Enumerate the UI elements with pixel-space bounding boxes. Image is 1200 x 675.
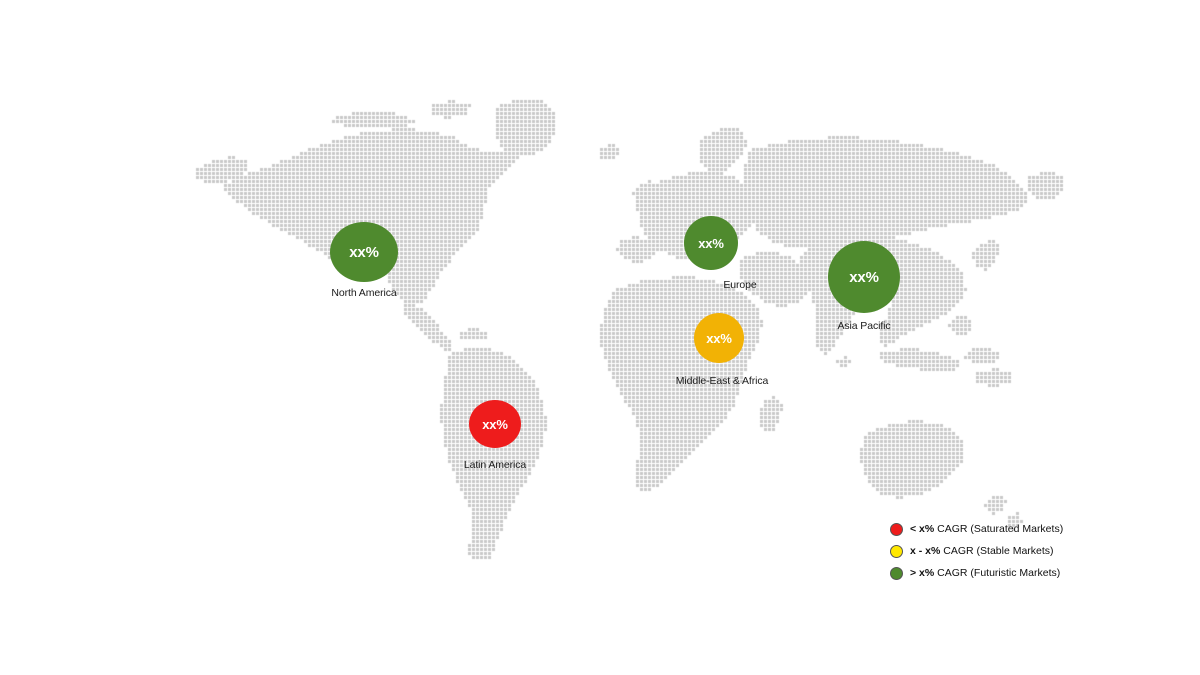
bubble-circle-latin-america[interactable]: xx% xyxy=(469,400,521,448)
legend-label-futuristic: > x% CAGR (Futuristic Markets) xyxy=(910,567,1061,579)
legend: < x% CAGR (Saturated Markets) x - x% CAGR… xyxy=(890,518,1090,584)
legend-label-stable: x - x% CAGR (Stable Markets) xyxy=(910,545,1054,557)
legend-swatch-saturated-icon xyxy=(890,522,903,536)
legend-item-stable[interactable]: x - x% CAGR (Stable Markets) xyxy=(890,540,1090,562)
bubble-label-latin-america: Latin America xyxy=(463,459,527,471)
bubble-label-asia-pacific: Asia Pacific xyxy=(837,320,891,332)
bubble-value-north-america: xx% xyxy=(349,243,379,261)
bubble-label-middle-east-africa: Middle-East & Africa xyxy=(675,375,769,387)
legend-item-saturated[interactable]: < x% CAGR (Saturated Markets) xyxy=(890,518,1090,540)
bubble-circle-north-america[interactable]: xx% xyxy=(330,222,398,282)
bubble-circle-europe[interactable]: xx% xyxy=(684,216,738,270)
bubble-value-middle-east-africa: xx% xyxy=(706,330,732,346)
legend-item-futuristic[interactable]: > x% CAGR (Futuristic Markets) xyxy=(890,562,1090,584)
bubble-label-europe: Europe xyxy=(723,279,757,291)
legend-label-saturated: < x% CAGR (Saturated Markets) xyxy=(910,523,1064,535)
legend-swatch-stable-icon xyxy=(890,544,903,558)
bubble-circle-asia-pacific[interactable]: xx% xyxy=(828,241,900,313)
bubble-circle-middle-east-africa[interactable]: xx% xyxy=(694,313,744,363)
bubble-value-latin-america: xx% xyxy=(482,416,508,432)
bubble-label-north-america: North America xyxy=(331,287,397,299)
bubble-value-europe: xx% xyxy=(698,235,724,251)
legend-swatch-futuristic-icon xyxy=(890,566,903,580)
bubble-value-asia-pacific: xx% xyxy=(849,268,879,286)
